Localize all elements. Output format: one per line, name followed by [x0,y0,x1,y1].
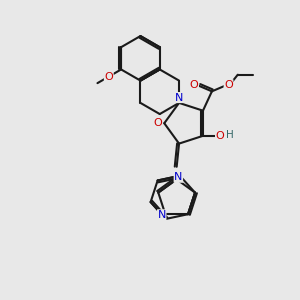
Text: O: O [190,80,198,90]
Text: O: O [224,80,233,90]
Text: N: N [158,210,166,220]
Text: O: O [153,118,162,128]
Text: N: N [175,92,183,103]
Text: H: H [226,130,234,140]
Text: O: O [215,131,224,141]
Text: N: N [174,172,183,182]
Text: O: O [104,72,113,82]
